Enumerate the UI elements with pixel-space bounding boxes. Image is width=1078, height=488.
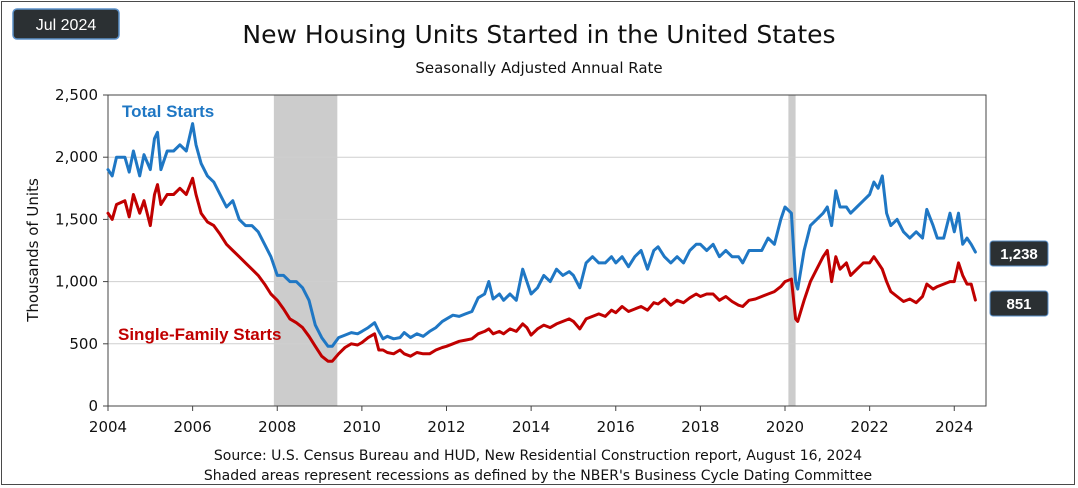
- x-tick-label-2012: 2012: [427, 418, 465, 436]
- total-starts-value-badge: [989, 240, 1049, 267]
- source-note: Source: U.S. Census Bureau and HUD, New …: [214, 448, 862, 464]
- x-tick-label-2014: 2014: [512, 418, 550, 436]
- y-tick-label-500: 500: [69, 335, 98, 353]
- y-tick-label-0: 0: [88, 397, 98, 415]
- x-tick-label-2006: 2006: [174, 418, 212, 436]
- x-tick-label-2016: 2016: [597, 418, 635, 436]
- gridlines: [108, 156, 986, 345]
- date-badge: [12, 8, 120, 40]
- y-tick-label-1500: 1,500: [55, 210, 98, 228]
- recession-band-0: [273, 95, 338, 406]
- total-starts-value: 1,238: [1000, 246, 1038, 263]
- chart-title: New Housing Units Started in the United …: [242, 20, 835, 49]
- x-tick-label-2018: 2018: [681, 418, 719, 436]
- series-lines: [106, 122, 977, 363]
- series-line-total-starts: [106, 122, 977, 348]
- y-tick-label-2000: 2,000: [55, 148, 98, 166]
- plot-area: [107, 94, 987, 407]
- series-line-single-family-starts: [106, 176, 977, 363]
- single-family-value: 851: [1006, 296, 1031, 313]
- y-axis-ticks: 0 500 1,000 1,500 2,000 2,500: [55, 86, 108, 415]
- x-tick-label-2004: 2004: [89, 418, 127, 436]
- x-tick-label-2020: 2020: [766, 418, 804, 436]
- y-tick-label-2500: 2,500: [55, 86, 98, 104]
- y-axis-label: Thousands of Units: [24, 178, 42, 323]
- x-tick-label-2024: 2024: [935, 418, 973, 436]
- recession-shading: [273, 95, 796, 406]
- x-tick-label-2022: 2022: [851, 418, 889, 436]
- series-label-single-family-starts: Single-Family Starts: [118, 325, 281, 344]
- x-axis-ticks: 2004 2006 2008 2010 2012 2014 2016 2018 2020 2022…: [89, 406, 973, 436]
- x-tick-label-2008: 2008: [258, 418, 296, 436]
- date-badge-label: Jul 2024: [36, 17, 97, 34]
- x-tick-label-2010: 2010: [343, 418, 381, 436]
- chart-subtitle: Seasonally Adjusted Annual Rate: [415, 59, 662, 77]
- y-tick-label-1000: 1,000: [55, 273, 98, 291]
- recession-note: Shaded areas represent recessions as def…: [204, 468, 872, 484]
- series-label-total-starts: Total Starts: [122, 102, 214, 121]
- single-family-value-badge: [989, 290, 1049, 317]
- recession-band-1: [788, 95, 796, 406]
